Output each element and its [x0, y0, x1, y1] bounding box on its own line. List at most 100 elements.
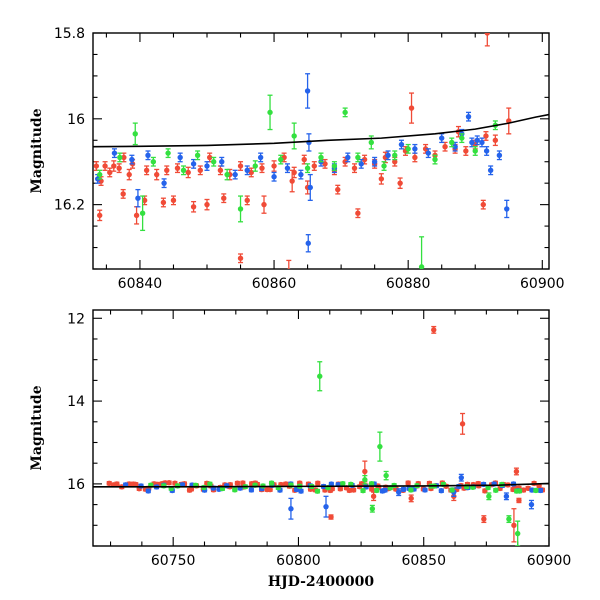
data-point-red [102, 161, 108, 171]
data-point-red [289, 169, 295, 193]
data-point-green [486, 492, 492, 501]
data-point-green [449, 137, 455, 148]
band-point-green [493, 487, 499, 493]
data-point-green [383, 470, 389, 481]
data-point-red [412, 152, 418, 163]
band-point-red [234, 480, 241, 486]
data-point-blue [284, 163, 291, 174]
y-tick-label: 15.8 [54, 26, 85, 42]
data-point-red [244, 195, 250, 206]
band-point-red [114, 481, 120, 487]
band-point-blue [145, 488, 152, 494]
data-point-green [392, 150, 398, 161]
data-point-red [408, 494, 414, 503]
data-point-red [217, 165, 224, 176]
band-point-blue [248, 487, 255, 493]
x-axis-label: HJD-2400000 [268, 574, 375, 590]
y-tick-label: 16 [67, 477, 85, 493]
data-point-red [93, 161, 100, 171]
data-point-red [170, 195, 177, 206]
data-point-green [180, 165, 187, 176]
band-point-red [106, 480, 112, 486]
band-point-green [242, 483, 248, 490]
data-point-red [143, 165, 150, 176]
x-tick-label: 60900 [527, 553, 572, 569]
band-point-red [346, 487, 353, 494]
band-point-red [267, 486, 273, 493]
data-point-red [97, 209, 103, 222]
data-point-red [164, 165, 170, 176]
data-point-red [459, 412, 466, 435]
data-point-red [141, 195, 148, 206]
data-point-red [154, 168, 160, 181]
band-point-green [207, 481, 213, 487]
data-point-green [252, 160, 258, 172]
band-point-blue [298, 488, 304, 494]
data-point-blue [345, 152, 351, 163]
y-tick-label: 14 [67, 394, 85, 410]
band-point-blue [382, 487, 388, 493]
data-point-blue [487, 165, 494, 176]
plot-frame [92, 309, 550, 547]
y-axis-label: Magnitude [29, 385, 45, 470]
data-point-blue [177, 152, 183, 163]
data-point-blue [474, 135, 480, 146]
data-point-red [516, 497, 522, 504]
data-point-green [139, 195, 146, 232]
data-point-green [381, 161, 387, 171]
data-point-red [301, 154, 307, 165]
data-point-red [237, 161, 244, 171]
data-point-green [331, 161, 338, 171]
data-point-red [431, 325, 437, 334]
data-point-red [480, 199, 486, 210]
x-tick-label: 60880 [386, 276, 431, 292]
data-point-red [397, 177, 403, 189]
data-point-red [370, 491, 377, 502]
data-point-red [197, 165, 203, 176]
data-layer [93, 33, 549, 269]
data-point-red [506, 107, 512, 135]
data-point-blue [129, 154, 135, 165]
y-tick-label: 16 [67, 112, 85, 128]
data-point-red [311, 161, 317, 171]
data-point-red [259, 163, 265, 174]
data-point-red [221, 193, 227, 204]
band-point-green [232, 487, 238, 493]
data-point-red [204, 198, 210, 211]
data-point-blue [425, 148, 431, 159]
band-point-blue [400, 486, 407, 493]
data-point-blue [504, 199, 510, 219]
band-point-green [533, 487, 539, 494]
band-point-red [350, 487, 357, 493]
data-point-green [165, 148, 171, 159]
data-point-red [160, 197, 167, 208]
data-point-blue [135, 188, 141, 208]
data-point-blue [458, 473, 465, 482]
x-tick-label: 60840 [118, 276, 163, 292]
data-point-green [377, 431, 383, 462]
x-tick-label: 60860 [252, 276, 297, 292]
band-point-red [369, 486, 375, 492]
data-point-green [97, 169, 103, 180]
model-curve [93, 113, 549, 148]
data-point-red [126, 168, 132, 181]
x-tick-label: 60850 [401, 553, 446, 569]
data-point-green [362, 474, 368, 485]
data-point-green [132, 122, 138, 146]
data-point-blue [503, 492, 510, 501]
band-point-green [174, 483, 181, 489]
data-point-green [291, 122, 297, 150]
band-point-green [360, 487, 366, 494]
model-curve [93, 482, 549, 488]
data-point-green [304, 163, 311, 174]
data-point-green [117, 152, 123, 163]
data-point-blue [161, 178, 167, 189]
x-tick-label: 60900 [520, 276, 565, 292]
band-point-green [268, 480, 275, 486]
data-point-red [185, 166, 191, 179]
y-axis-label: Magnitude [29, 108, 45, 193]
band-point-blue [456, 483, 462, 490]
data-point-blue [385, 150, 391, 161]
band-point-green [340, 480, 346, 487]
data-point-red [511, 508, 517, 543]
